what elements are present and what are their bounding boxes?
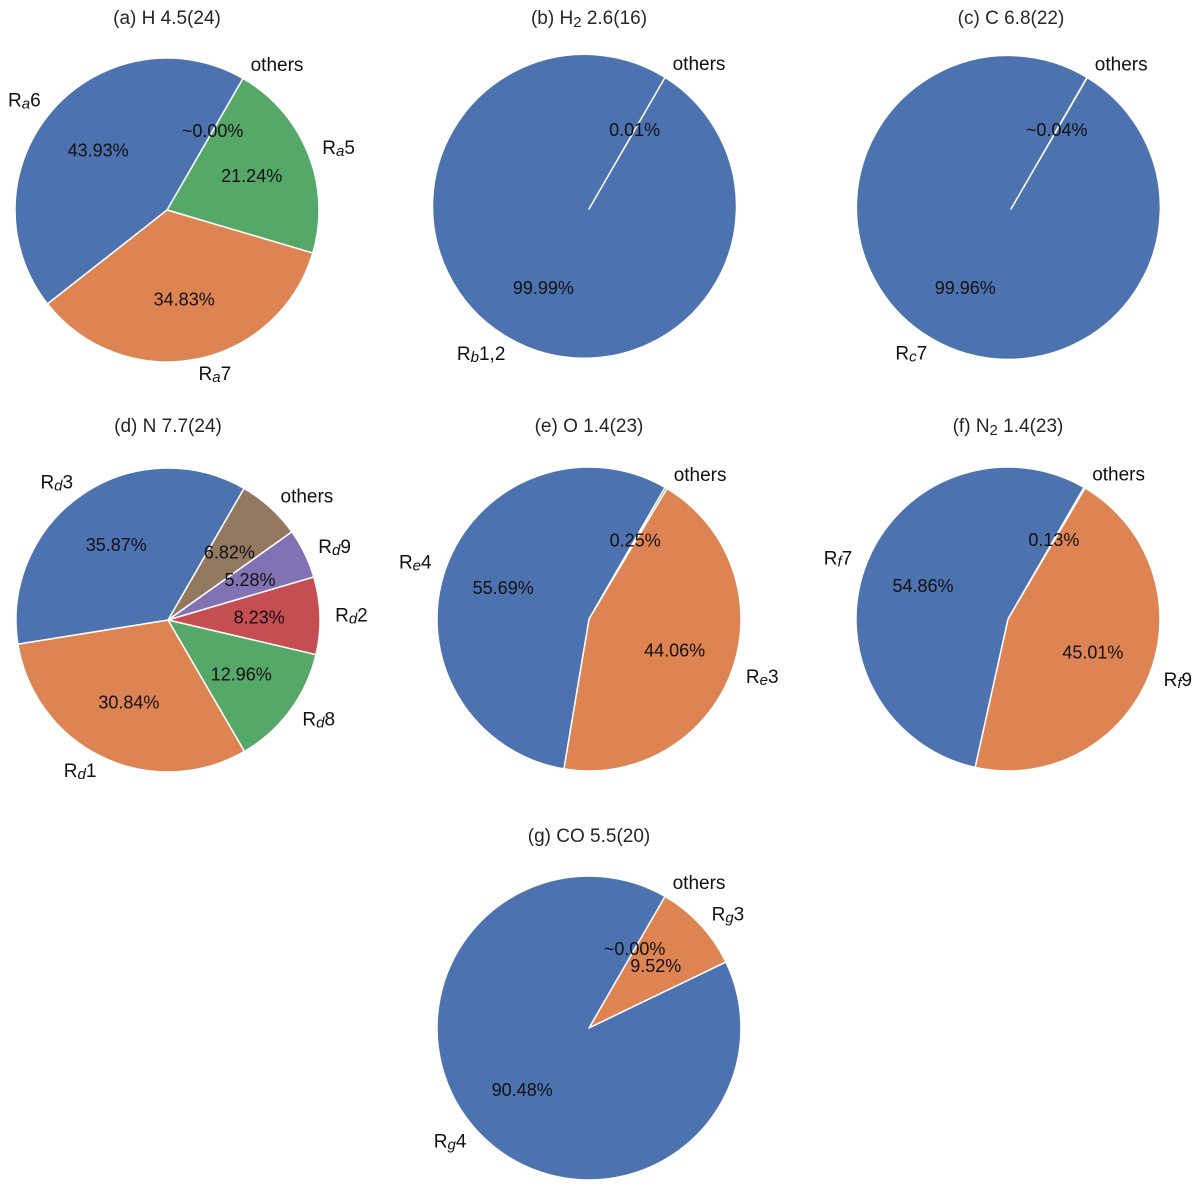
slice-label: Ra7: [199, 364, 232, 386]
slice-ra7: [46, 209, 314, 363]
pie-panel-3: (c) C 6.8(22) others ~0.04% Rc7 99.96%: [855, 8, 1162, 365]
slice-percent: 0.01%: [609, 120, 660, 140]
slice-label: Rf9: [1164, 670, 1192, 692]
panel-title: (c) C 6.8(22): [958, 8, 1065, 29]
slice-rd3: [15, 467, 245, 645]
pie-panel-6: (f) N2 1.4(23) others 0.13% Rf9 45.01% Rf7 54.…: [824, 416, 1192, 772]
slice-percent: 43.93%: [68, 140, 129, 160]
panel-title: (d) N 7.7(24): [114, 416, 222, 437]
slice-percent: ~0.04%: [1026, 120, 1088, 140]
slice-label: others: [673, 54, 726, 75]
panel-title: (f) N2 1.4(23): [953, 416, 1064, 439]
slice-label: Re4: [399, 552, 432, 574]
slice-percent: 30.84%: [98, 692, 159, 712]
slice-label: Ra6: [8, 90, 41, 112]
slice-rg4: [436, 875, 742, 1181]
slice-percent: 35.87%: [86, 535, 147, 555]
slice-percent: 99.96%: [935, 278, 996, 298]
slice-label: others: [1092, 464, 1145, 485]
slice-label: others: [673, 873, 726, 894]
slice-percent: 54.86%: [892, 576, 953, 596]
slice-rf7: [855, 466, 1085, 769]
slice-label: Rc7: [895, 343, 927, 365]
slice-re3: [563, 487, 742, 772]
pie-panel-2: (b) H2 2.6(16) others 0.01% Rb1,2 99.99%: [431, 8, 738, 366]
slice-label: others: [251, 55, 304, 76]
slice-label: Ra5: [322, 138, 355, 160]
slice-ra6: [14, 57, 244, 305]
slice-percent: 45.01%: [1062, 642, 1123, 662]
slice-label: others: [674, 464, 727, 485]
slice-label: Rd3: [40, 472, 73, 494]
pie-panel-5: (e) O 1.4(23) others 0.25% Re3 44.06% Re4 55.6…: [399, 416, 779, 772]
slice-percent: 5.28%: [224, 570, 275, 590]
slice-label: Rd1: [64, 761, 97, 783]
slice-re4: [436, 466, 666, 770]
slice-percent: 34.83%: [154, 290, 215, 310]
slice-percent: 12.96%: [211, 664, 272, 684]
slice-percent: ~0.00%: [604, 939, 666, 959]
pie-panel-4: (d) N 7.7(24) others 6.82% Rd9 5.28% Rd2 8.23%…: [15, 416, 368, 783]
slice-label: Rg4: [434, 1131, 467, 1153]
slice-percent: 8.23%: [234, 607, 285, 627]
slice-percent: 44.06%: [644, 641, 705, 661]
pie-panel-1: (a) H 4.5(24) others ~0.00% Ra5 21.24% Ra7 34.…: [8, 8, 355, 386]
slice-percent: 9.52%: [630, 956, 681, 976]
slice-percent: 21.24%: [221, 166, 282, 186]
slice-percent: ~0.00%: [182, 121, 244, 141]
slice-percent: 99.99%: [513, 278, 574, 298]
pie-panel-7: (g) CO 5.5(20) others ~0.00% Rg3 9.52% Rg4 90.…: [434, 826, 745, 1181]
slice-ra5: [166, 77, 320, 254]
slice-rb1-2: [431, 53, 738, 360]
slice-label: others: [1095, 54, 1148, 75]
slice-percent: 90.48%: [492, 1080, 553, 1100]
slice-rd1: [17, 619, 246, 773]
panel-title: (b) H2 2.6(16): [531, 8, 647, 31]
slice-label: Rd8: [302, 709, 335, 731]
slice-label: Re3: [746, 666, 779, 688]
panel-title: (e) O 1.4(23): [535, 416, 644, 437]
slice-label: Rg3: [712, 904, 745, 926]
slice-rf9: [974, 487, 1161, 772]
slice-label: Rb1,2: [457, 343, 506, 365]
slice-rg3: [588, 895, 727, 1029]
slice-label: Rd2: [335, 605, 368, 627]
slice-percent: 0.13%: [1028, 530, 1079, 550]
panel-title: (a) H 4.5(24): [113, 8, 221, 29]
slice-label: others: [281, 486, 334, 507]
slice-rd8: [167, 619, 317, 753]
panel-title: (g) CO 5.5(20): [528, 826, 650, 847]
slice-percent: 55.69%: [473, 578, 534, 598]
slice-label: Rd9: [318, 536, 351, 558]
slice-rc7: [855, 54, 1162, 361]
slice-label: Rf7: [824, 548, 852, 570]
slice-percent: 0.25%: [610, 530, 661, 550]
slice-percent: 6.82%: [204, 543, 255, 563]
